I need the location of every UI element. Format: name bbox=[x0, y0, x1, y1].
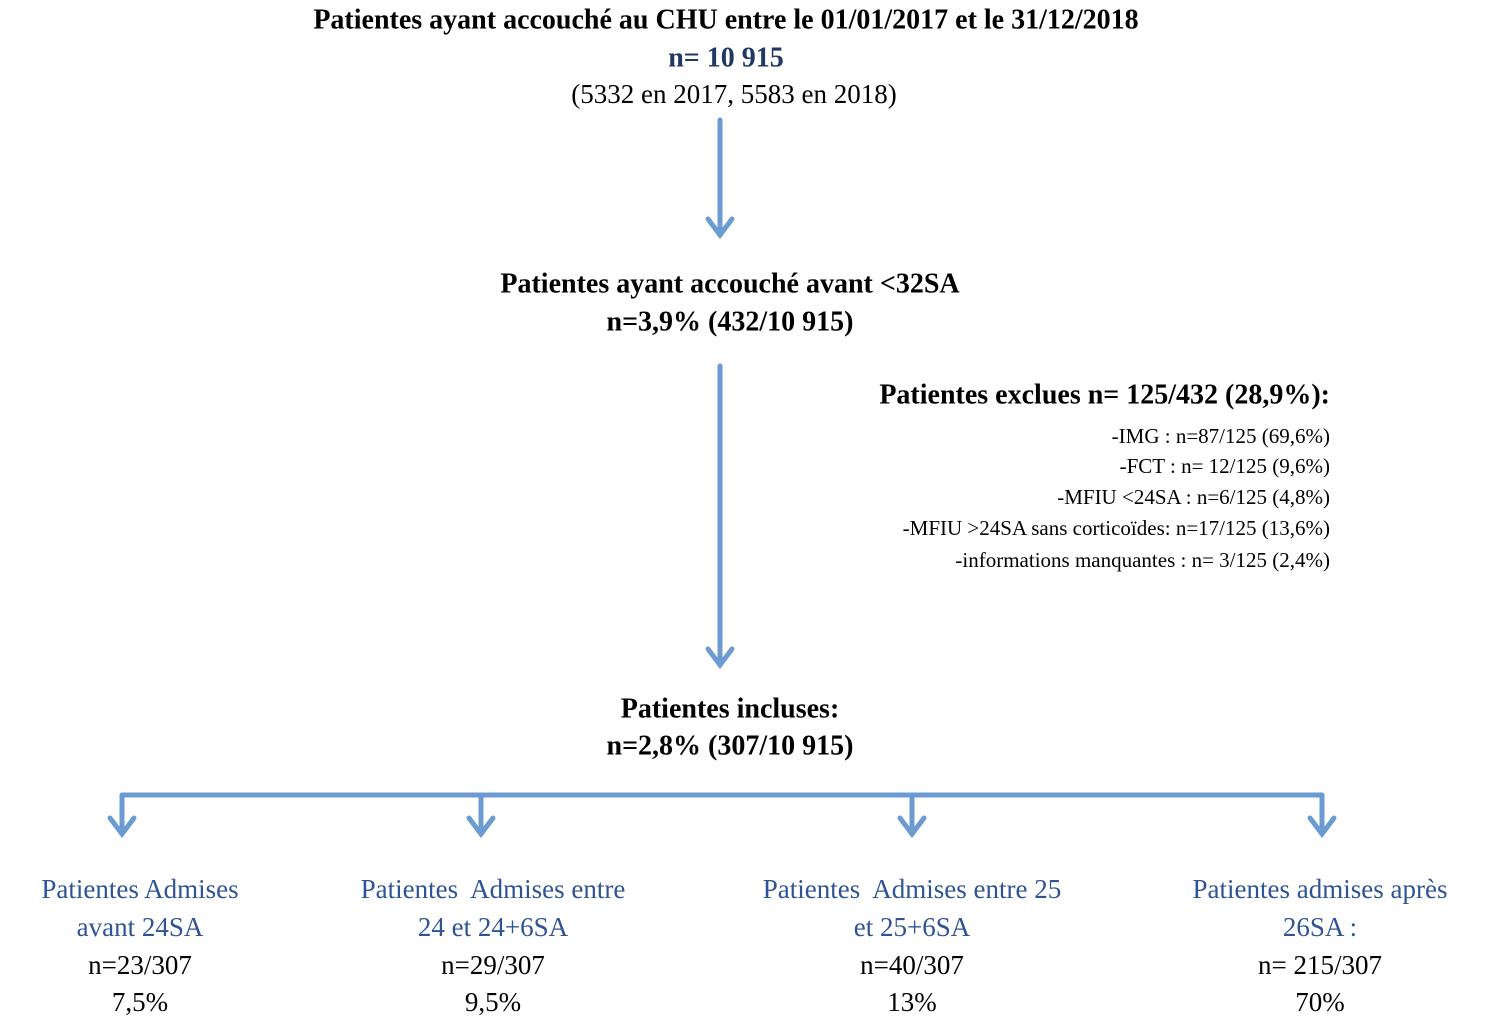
group-label: Patientes Admises bbox=[41, 874, 238, 904]
group-label: 26SA : bbox=[1283, 912, 1357, 942]
node-detail: (5332 en 2017, 5583 en 2018) bbox=[571, 79, 896, 109]
node-count: n= 10 915 bbox=[668, 42, 784, 73]
group-count: n=23/307 bbox=[88, 950, 192, 980]
group-label: 24 et 24+6SA bbox=[418, 912, 569, 942]
node-count: n=2,8% (307/10 915) bbox=[607, 730, 854, 761]
group-label: avant 24SA bbox=[77, 912, 204, 942]
node-title: Patientes ayant accouché avant <32SA bbox=[500, 268, 960, 299]
group-percent: 70% bbox=[1295, 987, 1345, 1017]
group-percent: 9,5% bbox=[465, 987, 521, 1017]
arrow bbox=[107, 117, 1337, 839]
group-label: Patientes Admises entre bbox=[361, 874, 626, 904]
group-percent: 7,5% bbox=[112, 987, 168, 1017]
group-label: et 25+6SA bbox=[854, 912, 971, 942]
group-count: n=40/307 bbox=[860, 950, 964, 980]
exclusion-title: Patientes exclues n= 125/432 (28,9%): bbox=[879, 379, 1330, 410]
node-count: n=3,9% (432/10 915) bbox=[607, 306, 854, 337]
group-label: Patientes Admises entre 25 bbox=[763, 874, 1061, 904]
group-percent: 13% bbox=[887, 987, 937, 1017]
exclusion-item: -IMG : n=87/125 (69,6%) bbox=[1112, 424, 1330, 448]
exclusion-item: -MFIU >24SA sans corticoïdes: n=17/125 (… bbox=[903, 516, 1330, 540]
exclusion-item: -MFIU <24SA : n=6/125 (4,8%) bbox=[1057, 485, 1330, 509]
group-count: n=29/307 bbox=[441, 950, 545, 980]
group-label: Patientes admises après bbox=[1193, 874, 1448, 904]
exclusion-item: -informations manquantes : n= 3/125 (2,4… bbox=[955, 548, 1330, 572]
exclusion-item: -FCT : n= 12/125 (9,6%) bbox=[1120, 454, 1330, 478]
group-count: n= 215/307 bbox=[1258, 950, 1382, 980]
node-title: Patientes ayant accouché au CHU entre le… bbox=[313, 4, 1138, 35]
groups: Patientes Admises avant 24SA n=23/307 7,5% P… bbox=[41, 874, 1447, 1017]
node-title: Patientes incluses: bbox=[621, 693, 840, 724]
